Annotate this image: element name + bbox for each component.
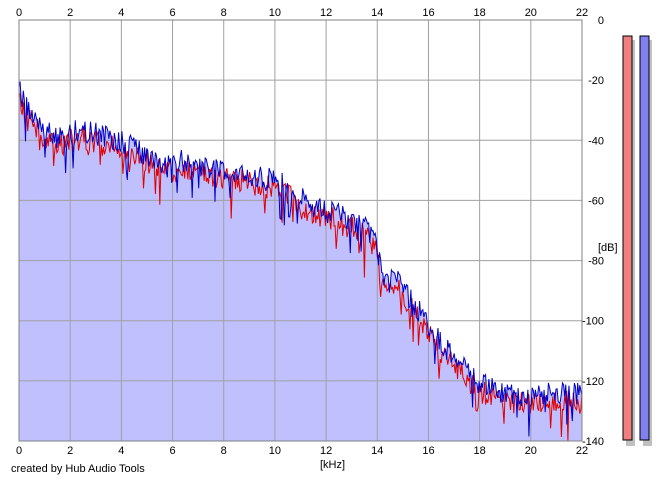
y-tick-label: -140 bbox=[582, 436, 604, 448]
x-tick-label-top: 0 bbox=[16, 7, 22, 19]
series-layer bbox=[18, 81, 583, 442]
y-tick-label: -100 bbox=[582, 316, 604, 328]
x-tick-label-bottom: 4 bbox=[118, 445, 124, 457]
x-tick-label-top: 22 bbox=[576, 7, 588, 19]
x-tick-label-bottom: 6 bbox=[169, 445, 175, 457]
x-tick-label-top: 8 bbox=[221, 7, 227, 19]
y-tick-label: -40 bbox=[588, 135, 604, 147]
x-tick-label-bottom: 16 bbox=[422, 445, 434, 457]
y-tick-label: -60 bbox=[588, 195, 604, 207]
level-meters bbox=[622, 35, 652, 446]
plot-border bbox=[18, 19, 583, 442]
y-tick-label: -80 bbox=[588, 256, 604, 268]
y-tick-label: 0 bbox=[598, 15, 604, 27]
x-tick-label-bottom: 14 bbox=[371, 445, 383, 457]
credit-text: created by Hub Audio Tools bbox=[11, 463, 145, 475]
x-tick-label-top: 12 bbox=[320, 7, 332, 19]
right-level-meter bbox=[639, 35, 650, 441]
x-tick-label-bottom: 22 bbox=[576, 445, 588, 457]
y-axis-label: [dB] bbox=[598, 242, 618, 254]
x-tick-label-top: 20 bbox=[525, 7, 537, 19]
series-left-channel bbox=[18, 92, 583, 442]
x-tick-label-bottom: 10 bbox=[269, 445, 281, 457]
x-axis-label: [kHz] bbox=[320, 459, 345, 471]
y-tick-label: -120 bbox=[582, 376, 604, 388]
y-tick-label: -20 bbox=[588, 75, 604, 87]
left-level-meter bbox=[622, 35, 633, 441]
x-tick-label-top: 10 bbox=[269, 7, 281, 19]
x-tick-label-top: 18 bbox=[474, 7, 486, 19]
x-tick-label-bottom: 12 bbox=[320, 445, 332, 457]
x-tick-label-top: 6 bbox=[169, 7, 175, 19]
x-tick-label-top: 2 bbox=[67, 7, 73, 19]
x-tick-label-bottom: 8 bbox=[221, 445, 227, 457]
x-tick-label-bottom: 2 bbox=[67, 445, 73, 457]
series-right-channel bbox=[18, 81, 583, 437]
x-tick-label-top: 14 bbox=[371, 7, 383, 19]
x-tick-label-bottom: 20 bbox=[525, 445, 537, 457]
x-tick-label-top: 16 bbox=[422, 7, 434, 19]
x-tick-label-bottom: 0 bbox=[16, 445, 22, 457]
x-tick-label-top: 4 bbox=[118, 7, 124, 19]
x-tick-label-bottom: 18 bbox=[474, 445, 486, 457]
y-tick-labels: 0 -20 -40 -60 -80 -100 -120 -140 bbox=[582, 15, 604, 448]
